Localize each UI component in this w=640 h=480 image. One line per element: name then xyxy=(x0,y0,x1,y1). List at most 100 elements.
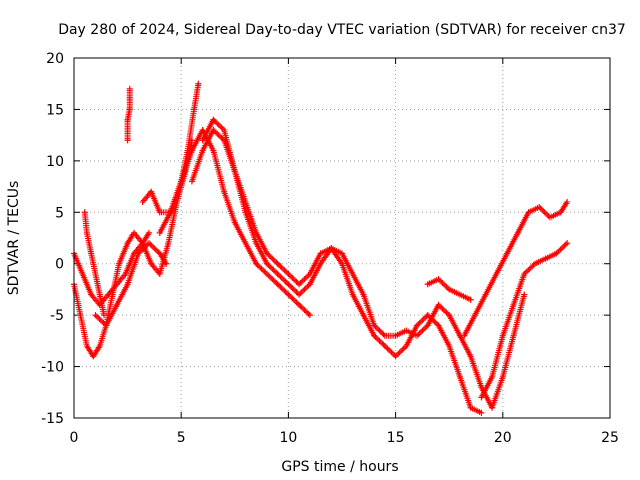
x-tick-label: 5 xyxy=(177,430,186,446)
data-point xyxy=(199,137,206,144)
data-point xyxy=(139,199,146,205)
data-point xyxy=(499,373,506,380)
data-point xyxy=(514,229,521,236)
data-point xyxy=(165,240,172,247)
data-point xyxy=(306,271,313,277)
data-point xyxy=(178,178,185,185)
data-point xyxy=(113,281,120,288)
y-tick-label: 0 xyxy=(55,257,64,273)
series-arc-8 xyxy=(188,127,485,416)
data-point xyxy=(101,312,108,319)
data-point xyxy=(231,219,238,226)
data-point xyxy=(493,271,500,277)
data-point xyxy=(210,147,217,154)
data-point xyxy=(349,291,356,298)
data-point xyxy=(360,312,367,319)
data-point xyxy=(146,240,153,247)
data-point xyxy=(96,343,103,349)
data-point xyxy=(381,343,388,349)
data-points xyxy=(71,80,571,416)
data-point xyxy=(146,229,153,236)
data-point xyxy=(163,260,170,267)
x-tick-label: 0 xyxy=(70,430,79,446)
data-point xyxy=(148,188,155,195)
data-point xyxy=(195,80,202,87)
data-point xyxy=(126,85,133,92)
data-point xyxy=(306,281,313,288)
data-point xyxy=(504,250,511,257)
data-point xyxy=(446,343,453,349)
y-axis-label: SDTVAR / TECUs xyxy=(6,181,22,296)
data-point xyxy=(446,312,453,319)
data-point xyxy=(564,240,571,247)
data-point xyxy=(83,229,90,236)
data-point xyxy=(553,250,560,257)
data-point xyxy=(242,240,249,247)
data-point xyxy=(531,260,538,267)
series-arc-7 xyxy=(156,127,313,319)
data-point xyxy=(124,240,131,247)
data-point xyxy=(221,188,228,195)
series-arc-5 xyxy=(124,85,133,144)
data-point xyxy=(221,127,228,133)
data-point xyxy=(467,404,474,411)
data-point xyxy=(156,209,163,216)
data-point xyxy=(131,229,138,236)
y-tick-label: 5 xyxy=(55,205,64,221)
series-arc-3 xyxy=(81,209,108,319)
x-tick-label: 15 xyxy=(387,430,405,446)
data-point xyxy=(274,281,281,288)
data-point xyxy=(116,260,123,267)
data-point xyxy=(371,322,378,329)
data-point xyxy=(478,394,485,401)
data-point xyxy=(148,260,155,267)
data-point xyxy=(263,250,270,257)
data-point xyxy=(467,353,474,360)
data-point xyxy=(139,240,146,247)
data-point xyxy=(296,291,303,298)
data-point xyxy=(96,291,103,298)
plot-frame xyxy=(73,57,611,419)
data-point xyxy=(77,312,84,319)
data-point xyxy=(124,116,131,123)
data-point xyxy=(317,260,324,267)
data-point xyxy=(296,281,303,288)
data-point xyxy=(456,373,463,380)
series-arc-10 xyxy=(424,276,474,303)
data-point xyxy=(210,127,217,133)
series-arc-9 xyxy=(199,116,528,411)
data-point xyxy=(435,276,442,283)
data-point xyxy=(360,291,367,298)
data-point xyxy=(510,332,517,339)
data-point xyxy=(403,343,410,349)
data-point xyxy=(328,245,335,252)
x-axis-label: GPS time / hours xyxy=(281,459,398,475)
data-point xyxy=(124,281,131,288)
data-point xyxy=(242,209,249,216)
data-point xyxy=(456,291,463,298)
data-point xyxy=(81,209,88,216)
data-point xyxy=(274,260,281,267)
data-point xyxy=(92,312,99,319)
data-point xyxy=(199,147,206,154)
x-tick-label: 20 xyxy=(494,430,512,446)
series-arc-12 xyxy=(478,240,571,401)
data-point xyxy=(122,271,129,277)
series-arc-11 xyxy=(461,199,571,339)
data-point xyxy=(489,404,496,411)
data-point xyxy=(156,229,163,236)
data-point xyxy=(381,332,388,339)
data-point xyxy=(403,327,410,334)
data-point xyxy=(435,301,442,308)
data-point xyxy=(83,343,90,349)
data-point xyxy=(510,301,517,308)
data-point xyxy=(113,301,120,308)
y-tick-label: -15 xyxy=(41,411,64,427)
data-point xyxy=(263,260,270,267)
data-point xyxy=(542,255,549,262)
data-point xyxy=(546,214,553,221)
x-tick-label: 10 xyxy=(279,430,297,446)
data-point xyxy=(79,271,86,277)
